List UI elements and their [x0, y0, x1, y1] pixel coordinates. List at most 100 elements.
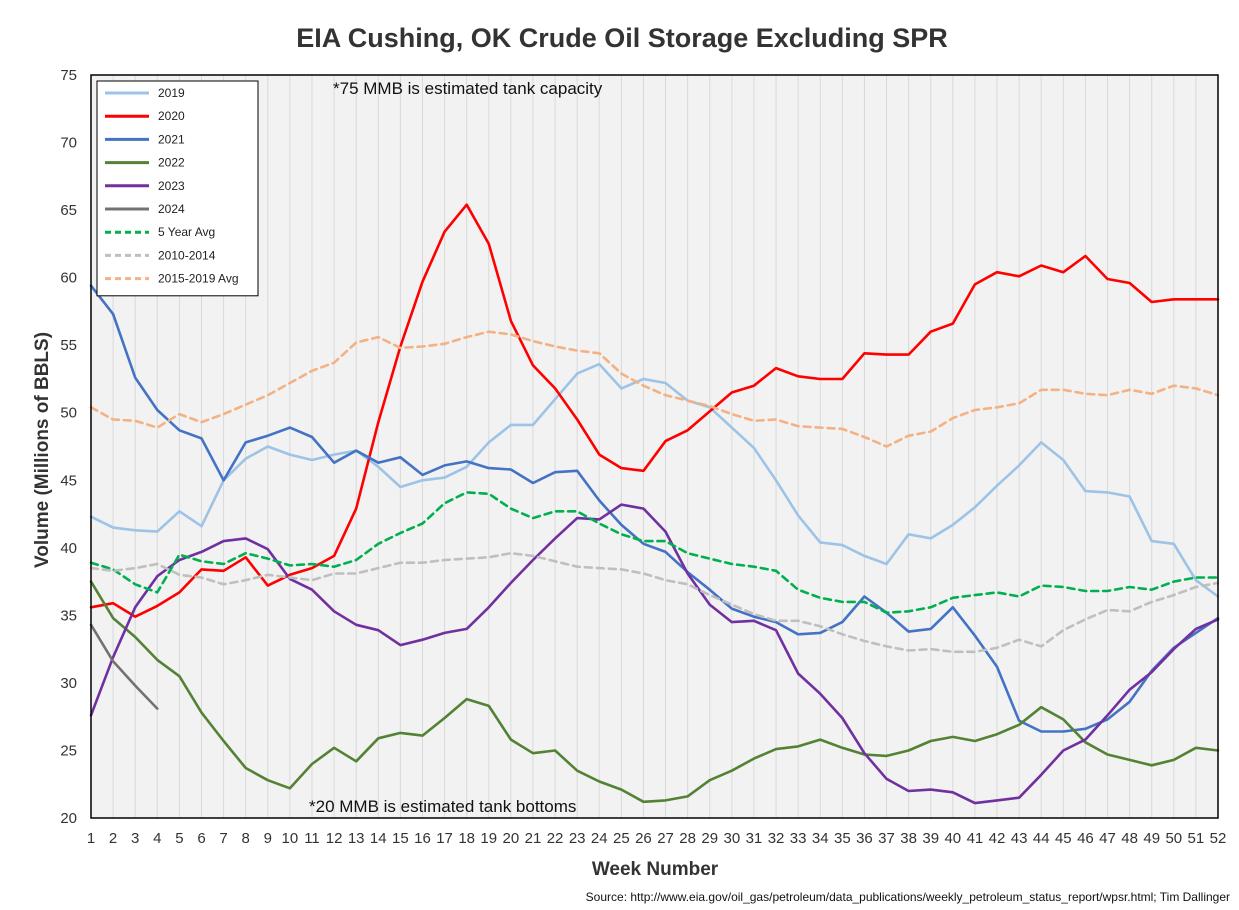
legend-item-5-year-avg: 5 Year Avg [105, 225, 215, 239]
y-tick-label: 60 [60, 270, 77, 287]
x-tick-label: 1 [87, 830, 95, 847]
series-line-2023 [89, 503, 1220, 805]
source-note: Source: http://www.eia.gov/oil_gas/petro… [586, 890, 1230, 904]
x-tick-label: 22 [547, 830, 564, 847]
legend-label: 5 Year Avg [158, 225, 215, 239]
x-tick-label: 37 [878, 830, 895, 847]
legend-label: 2015-2019 Avg [158, 272, 239, 286]
x-tick-labels: 1 2 3 4 5 6 7 8 9 10 11 12 13 14 15 16 17 18 19 20 21 22 23 24 2… [87, 830, 1227, 847]
x-tick-label: 43 [1011, 830, 1028, 847]
x-tick-label: 44 [1033, 830, 1050, 847]
x-tick-label: 28 [679, 830, 696, 847]
series-line-2015-2019-avg [89, 330, 1220, 448]
x-tick-label: 40 [944, 830, 961, 847]
y-axis-title: Volume (Millions of BBLS) [32, 332, 53, 568]
x-tick-label: 29 [701, 830, 718, 847]
legend-item-2010-2014: 2010-2014 [105, 248, 216, 262]
annotation-tank-bottoms: *20 MMB is estimated tank bottoms [309, 797, 576, 816]
x-tick-label: 31 [746, 830, 763, 847]
x-tick-label: 17 [436, 830, 453, 847]
y-tick-label: 30 [60, 675, 77, 692]
x-tick-label: 3 [131, 830, 139, 847]
x-tick-label: 25 [613, 830, 630, 847]
x-tick-label: 4 [153, 830, 161, 847]
x-tick-label: 10 [282, 830, 299, 847]
x-tick-label: 16 [414, 830, 431, 847]
x-tick-label: 30 [723, 830, 740, 847]
x-tick-label: 39 [922, 830, 939, 847]
series-line-2010-2014 [89, 551, 1220, 654]
y-tick-label: 35 [60, 607, 77, 624]
x-tick-label: 19 [480, 830, 497, 847]
y-tick-label: 70 [60, 135, 77, 152]
y-tick-label: 65 [60, 202, 77, 219]
y-tick-label: 50 [60, 405, 77, 422]
series-lines [89, 203, 1220, 805]
x-tick-label: 27 [657, 830, 674, 847]
x-tick-label: 5 [175, 830, 183, 847]
legend: 2019 2020 2021 2022 2023 2024 5 Year Avg 2010-2… [96, 80, 259, 297]
x-tick-label: 50 [1165, 830, 1182, 847]
x-tick-label: 8 [242, 830, 250, 847]
x-tick-label: 12 [326, 830, 343, 847]
series-line-2019 [89, 362, 1220, 598]
x-tick-label: 26 [635, 830, 652, 847]
x-tick-label: 23 [569, 830, 586, 847]
x-tick-label: 11 [304, 830, 320, 847]
x-tick-label: 46 [1077, 830, 1094, 847]
x-tick-label: 32 [768, 830, 785, 847]
series-line-2024 [89, 623, 159, 710]
x-tick-label: 21 [525, 830, 542, 847]
y-tick-labels: 20 25 30 35 40 45 50 55 60 65 70 75 [60, 67, 77, 827]
y-tick-label: 20 [60, 810, 77, 827]
x-tick-label: 51 [1188, 830, 1205, 847]
x-tick-label: 33 [790, 830, 807, 847]
legend-label: 2010-2014 [158, 248, 216, 262]
x-tick-label: 49 [1143, 830, 1160, 847]
x-tick-label: 14 [370, 830, 387, 847]
legend-label: 2020 [158, 109, 185, 123]
x-tick-label: 47 [1099, 830, 1116, 847]
x-tick-label: 41 [967, 830, 984, 847]
x-tick-label: 35 [834, 830, 851, 847]
legend-item-2022: 2022 [105, 156, 185, 170]
y-tick-label: 75 [60, 67, 77, 84]
legend-item-2019: 2019 [105, 86, 185, 100]
x-tick-label: 6 [197, 830, 205, 847]
x-tick-label: 18 [458, 830, 475, 847]
plot-area [91, 75, 1218, 818]
y-tick-label: 55 [60, 337, 77, 354]
legend-item-2021: 2021 [105, 132, 185, 146]
x-axis-title: Week Number [592, 859, 719, 880]
x-tick-label: 9 [264, 830, 272, 847]
y-tick-label: 45 [60, 472, 77, 489]
legend-label: 2021 [158, 132, 185, 146]
y-tick-label: 25 [60, 742, 77, 759]
x-tick-label: 38 [900, 830, 917, 847]
x-tick-label: 34 [812, 830, 829, 847]
x-tick-label: 20 [503, 830, 520, 847]
legend-item-2024: 2024 [105, 202, 185, 216]
legend-item-2023: 2023 [105, 179, 185, 193]
x-tick-label: 2 [109, 830, 117, 847]
series-line-2020 [89, 203, 1220, 619]
legend-label: 2019 [158, 86, 185, 100]
x-tick-label: 36 [856, 830, 873, 847]
x-tick-label: 45 [1055, 830, 1072, 847]
legend-label: 2024 [158, 202, 185, 216]
series-line-5-year-avg [89, 491, 1220, 615]
x-tick-label: 52 [1210, 830, 1227, 847]
annotation-tank-capacity: *75 MMB is estimated tank capacity [333, 79, 603, 98]
legend-item-2015-2019-avg: 2015-2019 Avg [105, 272, 239, 286]
legend-label: 2022 [158, 156, 185, 170]
chart-title: EIA Cushing, OK Crude Oil Storage Exclud… [296, 23, 948, 53]
x-tick-label: 48 [1121, 830, 1138, 847]
series-line-2022 [89, 580, 1220, 804]
x-tick-label: 7 [219, 830, 227, 847]
x-tick-label: 42 [989, 830, 1006, 847]
x-tick-label: 15 [392, 830, 409, 847]
x-tick-label: 13 [348, 830, 365, 847]
legend-item-2020: 2020 [105, 109, 185, 123]
plot-frame [90, 74, 1219, 819]
